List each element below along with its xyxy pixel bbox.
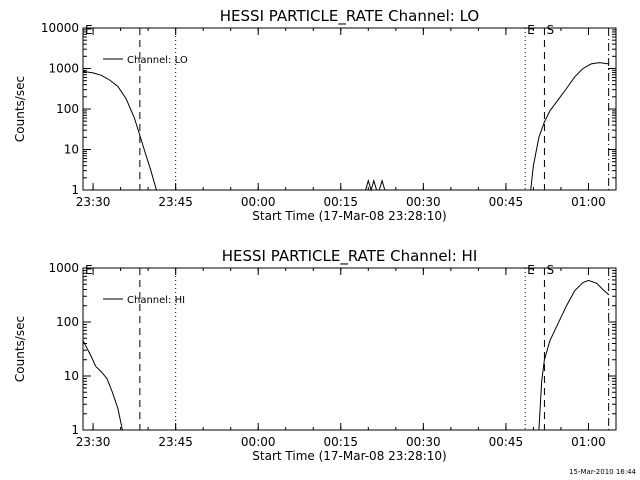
event-marker-label: E — [85, 263, 93, 277]
x-tick-label: 23:45 — [158, 195, 193, 209]
legend-label: Channel: HI — [127, 295, 185, 306]
x-tick-label: 00:30 — [406, 435, 441, 449]
x-tick-label: 23:30 — [76, 435, 111, 449]
y-tick-label: 10 — [64, 143, 79, 157]
chart-panel: HESSI PARTICLE_RATE Channel: LO 23:30 23:4… — [13, 7, 617, 223]
y-tick-label: 10 — [64, 369, 79, 383]
series-line — [82, 70, 157, 191]
y-tick-label: 100 — [56, 102, 79, 116]
event-marker-label: E — [527, 23, 535, 37]
plot-timestamp: 15-Mar-2010 16:44 — [569, 468, 636, 476]
series-line — [530, 62, 609, 191]
x-tick-label: 00:15 — [323, 195, 358, 209]
y-axis-label: Counts/sec — [13, 76, 27, 142]
x-axis-label: Start Time (17-Mar-08 23:28:10) — [252, 209, 446, 223]
y-tick-label: 1 — [71, 183, 79, 197]
x-tick-label: 00:45 — [489, 435, 524, 449]
x-tick-label: 00:15 — [323, 435, 358, 449]
x-tick-label: 00:00 — [241, 195, 276, 209]
event-marker-label: E — [527, 263, 535, 277]
plot-frame — [82, 267, 617, 431]
y-tick-label: 100 — [56, 315, 79, 329]
x-tick-label: 00:30 — [406, 195, 441, 209]
x-tick-label: 23:30 — [76, 195, 111, 209]
series-line — [365, 178, 378, 192]
chart-title: HESSI PARTICLE_RATE Channel: HI — [222, 247, 478, 266]
series-line — [538, 279, 610, 431]
y-tick-label: 10000 — [41, 21, 79, 35]
plot-frame — [82, 27, 617, 191]
x-tick-label: 00:45 — [489, 195, 524, 209]
legend-label: Channel: LO — [127, 55, 188, 66]
x-tick-label: 01:00 — [571, 435, 606, 449]
series-line — [82, 340, 123, 431]
x-tick-label: 01:00 — [571, 195, 606, 209]
y-tick-label: 1000 — [48, 62, 79, 76]
y-tick-label: 1 — [71, 423, 79, 437]
x-tick-label: 00:00 — [241, 435, 276, 449]
y-axis-label: Counts/sec — [13, 316, 27, 382]
x-tick-label: 23:45 — [158, 435, 193, 449]
series-line — [378, 178, 386, 191]
event-marker-label: E — [85, 23, 93, 37]
chart-title: HESSI PARTICLE_RATE Channel: LO — [220, 7, 479, 26]
x-axis-label: Start Time (17-Mar-08 23:28:10) — [252, 449, 446, 463]
event-marker-label: S — [546, 23, 554, 37]
y-tick-label: 1000 — [48, 261, 79, 275]
event-marker-label: S — [546, 263, 554, 277]
chart-panel: HESSI PARTICLE_RATE Channel: HI 23:30 23:4… — [13, 247, 617, 463]
